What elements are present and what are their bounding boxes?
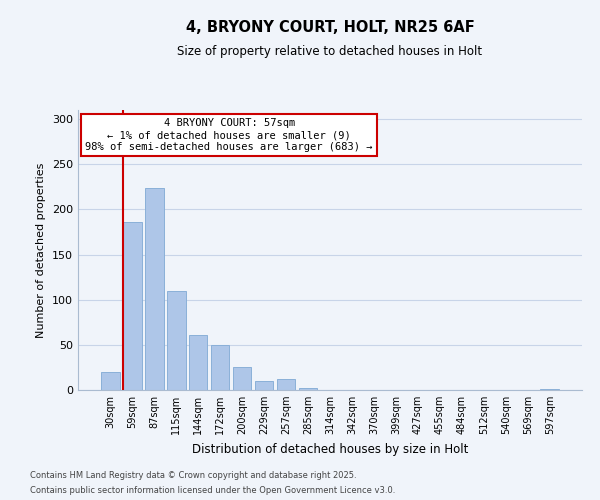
Bar — [277, 379, 295, 390]
Text: Size of property relative to detached houses in Holt: Size of property relative to detached ho… — [178, 45, 482, 58]
Text: Contains HM Land Registry data © Crown copyright and database right 2025.: Contains HM Land Registry data © Crown c… — [30, 471, 356, 480]
Bar — [211, 345, 229, 390]
Bar — [101, 372, 119, 390]
Bar — [167, 290, 185, 390]
X-axis label: Distribution of detached houses by size in Holt: Distribution of detached houses by size … — [192, 442, 468, 456]
Text: 4 BRYONY COURT: 57sqm
← 1% of detached houses are smaller (9)
98% of semi-detach: 4 BRYONY COURT: 57sqm ← 1% of detached h… — [85, 118, 373, 152]
Bar — [123, 222, 142, 390]
Y-axis label: Number of detached properties: Number of detached properties — [37, 162, 46, 338]
Text: 4, BRYONY COURT, HOLT, NR25 6AF: 4, BRYONY COURT, HOLT, NR25 6AF — [185, 20, 475, 35]
Bar — [189, 335, 208, 390]
Bar — [299, 388, 317, 390]
Bar — [233, 366, 251, 390]
Bar — [145, 188, 164, 390]
Bar — [255, 381, 274, 390]
Text: Contains public sector information licensed under the Open Government Licence v3: Contains public sector information licen… — [30, 486, 395, 495]
Bar — [541, 389, 559, 390]
